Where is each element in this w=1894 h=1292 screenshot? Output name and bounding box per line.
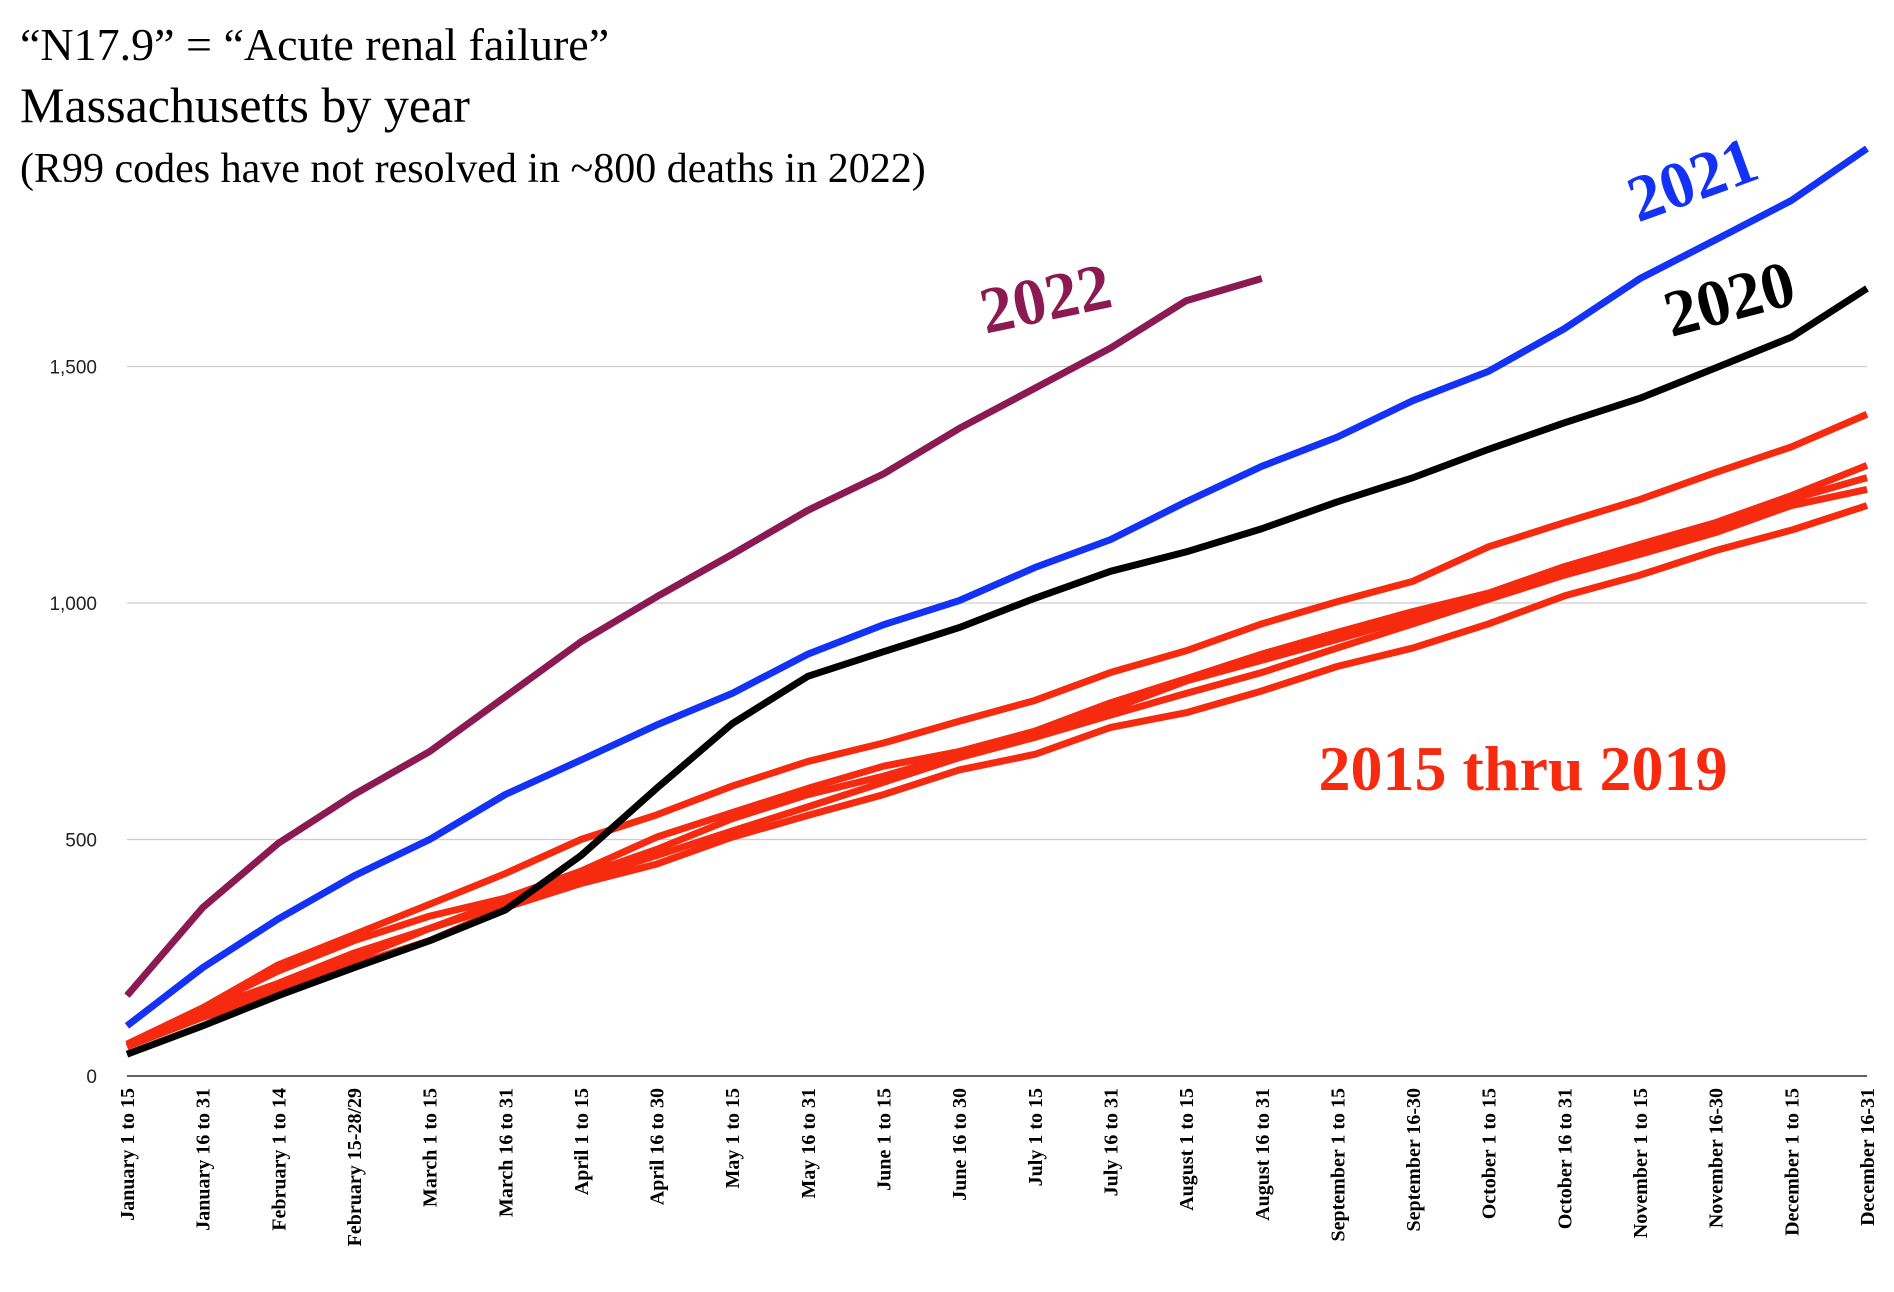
y-tick-label: 500 xyxy=(65,831,97,852)
series-label: 2022 xyxy=(973,250,1117,349)
x-tick-label: May 16 to 31 xyxy=(798,1088,820,1199)
x-tick-label: January 1 to 15 xyxy=(117,1088,139,1221)
x-tick-label: July 1 to 15 xyxy=(1025,1088,1047,1186)
y-tick-label: 0 xyxy=(86,1067,97,1088)
x-tick-label: August 1 to 15 xyxy=(1176,1088,1198,1211)
annotation: 2015 thru 2019 xyxy=(1319,733,1728,804)
x-tick-label: January 16 to 31 xyxy=(193,1088,215,1231)
x-tick-label: April 1 to 15 xyxy=(571,1088,593,1195)
series-line xyxy=(125,411,1869,1048)
x-tick-label: November 1 to 15 xyxy=(1630,1088,1652,1238)
x-tick-label: August 16 to 31 xyxy=(1252,1088,1274,1221)
x-tick-label: October 16 to 31 xyxy=(1554,1088,1576,1229)
series-line xyxy=(125,462,1869,1048)
chart-note: (R99 codes have not resolved in ~800 dea… xyxy=(20,146,926,192)
x-tick-label: June 16 to 30 xyxy=(949,1088,971,1201)
x-tick-label: March 16 to 31 xyxy=(495,1088,517,1217)
x-tick-label: April 16 to 30 xyxy=(647,1088,669,1205)
x-tick-label: May 1 to 15 xyxy=(722,1088,744,1189)
x-tick-label: November 16-30 xyxy=(1706,1088,1728,1228)
y-tick-label: 1,500 xyxy=(49,358,97,379)
series-label: 2021 xyxy=(1618,123,1767,237)
series-line xyxy=(125,285,1869,1058)
x-tick-label: December 1 to 15 xyxy=(1781,1088,1803,1236)
x-tick-label: December 16-31 xyxy=(1857,1088,1879,1226)
series-line xyxy=(124,145,1869,1029)
x-tick-label: October 1 to 15 xyxy=(1479,1088,1501,1219)
chart-title: “N17.9” = “Acute renal failure” xyxy=(20,19,609,70)
x-tick-label: September 16-30 xyxy=(1403,1088,1425,1232)
x-tick-label: February 15-28/29 xyxy=(344,1088,366,1246)
x-tick-label: July 16 to 31 xyxy=(1100,1088,1122,1196)
y-tick-label: 1,000 xyxy=(49,594,97,615)
x-tick-label: March 1 to 15 xyxy=(420,1088,442,1207)
x-tick-label: February 1 to 14 xyxy=(268,1088,290,1231)
chart-subtitle: Massachusetts by year xyxy=(20,77,470,133)
series-line xyxy=(124,275,1263,998)
x-tick-label: September 1 to 15 xyxy=(1327,1088,1349,1242)
x-tick-label: June 1 to 15 xyxy=(874,1088,896,1191)
